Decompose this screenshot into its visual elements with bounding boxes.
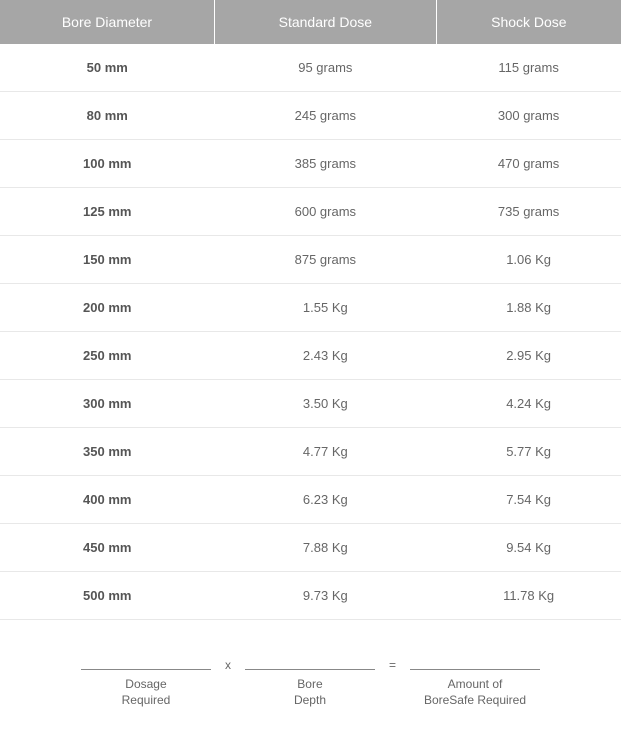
cell-shock-dose: 11.78 Kg bbox=[436, 572, 621, 620]
cell-standard-dose: 1.55 Kg bbox=[214, 284, 436, 332]
formula-label: Bore bbox=[297, 677, 322, 691]
cell-bore-diameter: 500 mm bbox=[0, 572, 214, 620]
cell-bore-diameter: 350 mm bbox=[0, 428, 214, 476]
col-bore-diameter: Bore Diameter bbox=[0, 0, 214, 44]
cell-shock-dose: 4.24 Kg bbox=[436, 380, 621, 428]
formula-label: Amount of bbox=[448, 677, 503, 691]
table-row: 250 mm2.43 Kg2.95 Kg bbox=[0, 332, 621, 380]
formula-label: Required bbox=[122, 693, 171, 707]
cell-shock-dose: 1.88 Kg bbox=[436, 284, 621, 332]
blank-line bbox=[245, 656, 375, 670]
cell-standard-dose: 3.50 Kg bbox=[214, 380, 436, 428]
cell-standard-dose: 245 grams bbox=[214, 92, 436, 140]
cell-standard-dose: 600 grams bbox=[214, 188, 436, 236]
cell-bore-diameter: 150 mm bbox=[0, 236, 214, 284]
table-row: 400 mm6.23 Kg7.54 Kg bbox=[0, 476, 621, 524]
cell-shock-dose: 300 grams bbox=[436, 92, 621, 140]
formula-label: BoreSafe Required bbox=[424, 693, 526, 707]
operator-multiply: x bbox=[225, 656, 231, 672]
cell-standard-dose: 4.77 Kg bbox=[214, 428, 436, 476]
cell-shock-dose: 735 grams bbox=[436, 188, 621, 236]
cell-standard-dose: 7.88 Kg bbox=[214, 524, 436, 572]
cell-standard-dose: 875 grams bbox=[214, 236, 436, 284]
table-row: 350 mm4.77 Kg5.77 Kg bbox=[0, 428, 621, 476]
formula-slot-amount: Amount of BoreSafe Required bbox=[410, 656, 540, 708]
table-row: 150 mm875 grams1.06 Kg bbox=[0, 236, 621, 284]
table-row: 100 mm385 grams470 grams bbox=[0, 140, 621, 188]
cell-standard-dose: 385 grams bbox=[214, 140, 436, 188]
cell-standard-dose: 6.23 Kg bbox=[214, 476, 436, 524]
cell-shock-dose: 1.06 Kg bbox=[436, 236, 621, 284]
formula-slot-dosage: Dosage Required bbox=[81, 656, 211, 708]
cell-shock-dose: 5.77 Kg bbox=[436, 428, 621, 476]
cell-bore-diameter: 125 mm bbox=[0, 188, 214, 236]
col-shock-dose: Shock Dose bbox=[436, 0, 621, 44]
dosage-table: Bore Diameter Standard Dose Shock Dose 5… bbox=[0, 0, 621, 620]
cell-shock-dose: 7.54 Kg bbox=[436, 476, 621, 524]
blank-line bbox=[81, 656, 211, 670]
cell-bore-diameter: 80 mm bbox=[0, 92, 214, 140]
cell-bore-diameter: 100 mm bbox=[0, 140, 214, 188]
table-row: 450 mm7.88 Kg9.54 Kg bbox=[0, 524, 621, 572]
table-row: 50 mm95 grams115 grams bbox=[0, 44, 621, 92]
cell-bore-diameter: 50 mm bbox=[0, 44, 214, 92]
table-header-row: Bore Diameter Standard Dose Shock Dose bbox=[0, 0, 621, 44]
cell-standard-dose: 9.73 Kg bbox=[214, 572, 436, 620]
cell-bore-diameter: 400 mm bbox=[0, 476, 214, 524]
formula-row: Dosage Required x Bore Depth = Amount of… bbox=[0, 656, 621, 708]
formula-label: Dosage bbox=[125, 677, 166, 691]
table-row: 300 mm3.50 Kg4.24 Kg bbox=[0, 380, 621, 428]
table-row: 125 mm600 grams735 grams bbox=[0, 188, 621, 236]
table-row: 80 mm245 grams300 grams bbox=[0, 92, 621, 140]
cell-shock-dose: 9.54 Kg bbox=[436, 524, 621, 572]
col-standard-dose: Standard Dose bbox=[214, 0, 436, 44]
table-row: 200 mm1.55 Kg1.88 Kg bbox=[0, 284, 621, 332]
blank-line bbox=[410, 656, 540, 670]
cell-shock-dose: 2.95 Kg bbox=[436, 332, 621, 380]
cell-bore-diameter: 300 mm bbox=[0, 380, 214, 428]
cell-bore-diameter: 450 mm bbox=[0, 524, 214, 572]
cell-shock-dose: 115 grams bbox=[436, 44, 621, 92]
cell-standard-dose: 2.43 Kg bbox=[214, 332, 436, 380]
formula-slot-depth: Bore Depth bbox=[245, 656, 375, 708]
table-row: 500 mm9.73 Kg11.78 Kg bbox=[0, 572, 621, 620]
formula-label: Depth bbox=[294, 693, 326, 707]
cell-shock-dose: 470 grams bbox=[436, 140, 621, 188]
operator-equals: = bbox=[389, 656, 396, 672]
cell-standard-dose: 95 grams bbox=[214, 44, 436, 92]
cell-bore-diameter: 200 mm bbox=[0, 284, 214, 332]
cell-bore-diameter: 250 mm bbox=[0, 332, 214, 380]
